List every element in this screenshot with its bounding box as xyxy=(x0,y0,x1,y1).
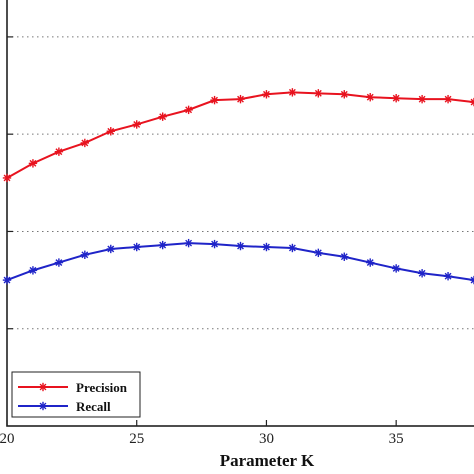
data-point-precision xyxy=(262,90,271,99)
series-line-precision xyxy=(6,91,474,179)
data-point-recall xyxy=(391,264,401,273)
data-point-recall xyxy=(106,244,115,254)
legend: Precision Recall xyxy=(11,371,141,418)
data-point-recall xyxy=(288,243,297,253)
legend-label-recall: Recall xyxy=(76,399,111,414)
data-point-recall xyxy=(184,238,193,248)
data-point-precision xyxy=(314,89,323,98)
data-point-precision xyxy=(54,147,64,156)
data-point-recall xyxy=(80,250,90,259)
data-point-recall xyxy=(158,240,167,250)
legend-label-precision: Precision xyxy=(76,380,128,395)
data-point-precision xyxy=(417,94,427,104)
data-point-precision xyxy=(80,138,90,148)
data-point-precision xyxy=(158,112,167,121)
data-point-recall xyxy=(54,258,64,267)
legend-marker-recall xyxy=(38,401,48,411)
data-point-recall xyxy=(443,272,453,281)
data-point-recall xyxy=(366,258,375,267)
data-point-recall xyxy=(262,242,271,252)
plot-frame xyxy=(6,0,474,427)
data-point-precision xyxy=(184,105,193,115)
data-point-recall xyxy=(236,241,245,251)
data-point-precision xyxy=(236,94,245,104)
data-point-recall xyxy=(2,275,12,285)
data-point-precision xyxy=(366,93,375,102)
legend-marker-star-precision xyxy=(38,382,48,392)
data-point-recall xyxy=(340,252,349,261)
legend-marker-precision xyxy=(38,382,48,392)
data-point-precision xyxy=(210,95,219,105)
data-point-precision xyxy=(2,173,12,183)
data-point-recall xyxy=(469,275,474,285)
x-axis-ticks: 20 25 30 35 xyxy=(0,420,404,447)
x-tick-label: 20 xyxy=(0,431,15,447)
data-point-precision xyxy=(106,127,115,136)
data-point-precision xyxy=(288,88,297,97)
data-point-recall xyxy=(210,239,219,249)
data-point-precision xyxy=(28,159,38,168)
data-point-precision xyxy=(469,97,474,107)
data-point-precision xyxy=(340,90,349,99)
data-point-precision xyxy=(132,120,141,129)
gridlines xyxy=(7,36,474,330)
data-point-precision xyxy=(391,93,401,103)
legend-marker-star-recall xyxy=(38,401,48,411)
data-point-precision xyxy=(443,94,453,104)
x-tick-label: 25 xyxy=(129,431,144,447)
x-tick-label: 35 xyxy=(389,431,404,447)
data-point-recall xyxy=(417,269,427,278)
data-point-recall xyxy=(132,242,141,252)
series-lines xyxy=(2,88,474,285)
data-point-recall xyxy=(28,266,38,275)
legend-box xyxy=(11,371,141,418)
x-axis-title: Parameter K xyxy=(220,451,315,470)
x-tick-label: 30 xyxy=(259,431,274,447)
data-point-recall xyxy=(314,248,323,258)
